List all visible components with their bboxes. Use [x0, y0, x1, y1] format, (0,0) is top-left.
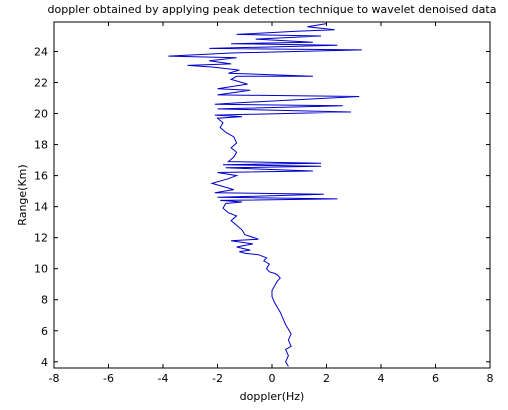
series-line: [168, 23, 362, 367]
y-tick-label: 8: [41, 294, 48, 307]
x-tick-label: -2: [212, 372, 223, 385]
y-tick-label: 6: [41, 325, 48, 338]
x-tick-label: -6: [103, 372, 114, 385]
y-tick-label: 22: [34, 77, 48, 90]
x-tick-label: 0: [269, 372, 276, 385]
y-tick-label: 20: [34, 108, 48, 121]
y-tick-label: 12: [34, 232, 48, 245]
x-tick-label: 4: [378, 372, 385, 385]
y-tick-label: 16: [34, 170, 48, 183]
x-tick-label: 8: [487, 372, 494, 385]
y-axis-label: Range(Km): [16, 164, 29, 225]
chart-title: doppler obtained by applying peak detect…: [48, 3, 497, 16]
x-tick-label: -8: [49, 372, 60, 385]
x-axis-label: doppler(Hz): [240, 390, 305, 403]
x-tick-label: -4: [158, 372, 169, 385]
y-tick-label: 4: [41, 356, 48, 369]
y-tick-label: 24: [34, 45, 48, 58]
x-tick-label: 2: [323, 372, 330, 385]
ticks-layer: [53, 22, 491, 368]
y-tick-label: 10: [34, 263, 48, 276]
y-tick-label: 18: [34, 139, 48, 152]
y-tick-label: 14: [34, 201, 48, 214]
plot-area: [53, 21, 491, 369]
x-tick-label: 6: [432, 372, 439, 385]
